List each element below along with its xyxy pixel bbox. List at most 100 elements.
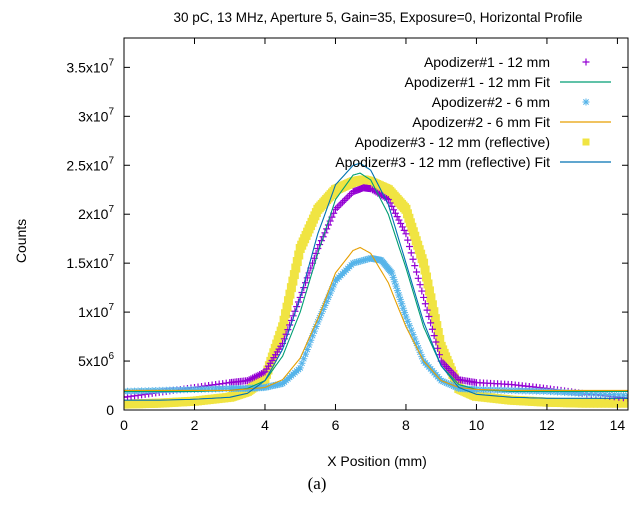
chart-title: 30 pC, 13 MHz, Aperture 5, Gain=35, Expo… (174, 10, 583, 25)
legend-label-apodizer-1-12-mm: Apodizer#1 - 12 mm (424, 54, 550, 70)
data-point-apodizer-2-6-mm (176, 386, 184, 394)
data-point-apodizer-1-12-mm (312, 249, 320, 257)
data-point-apodizer-2-6-mm (583, 390, 591, 398)
data-point-apodizer-2-6-mm (564, 389, 572, 397)
data-point-apodizer-3-12-mm-reflective (278, 322, 288, 332)
data-point-apodizer-2-6-mm (330, 281, 338, 289)
data-point-apodizer-3-12-mm-reflective (279, 315, 289, 325)
data-point-apodizer-1-12-mm (434, 344, 442, 352)
series-apodizer-3-12-mm-reflective (124, 175, 628, 409)
legend-label-apodizer-3-12-mm-reflective: Apodizer#3 - 12 mm (reflective) (355, 134, 550, 150)
series-line-apodizer-2-6-mm-fit (124, 246, 628, 391)
data-point-apodizer-3-12-mm-reflective (423, 279, 433, 289)
data-point-apodizer-1-12-mm (418, 287, 426, 295)
data-point-apodizer-1-12-mm (344, 193, 352, 201)
data-point-apodizer-1-12-mm (407, 249, 415, 257)
data-point-apodizer-2-6-mm (298, 359, 306, 367)
data-point-apodizer-3-12-mm-reflective (283, 296, 293, 306)
data-point-apodizer-2-6-mm (309, 332, 317, 340)
data-point-apodizer-2-6-mm (571, 389, 579, 397)
data-point-apodizer-3-12-mm-reflective (435, 334, 445, 344)
data-point-apodizer-2-6-mm (222, 385, 230, 393)
legend-label-apodizer-1-12-mm-fit: Apodizer#1 - 12 mm Fit (405, 74, 551, 90)
data-point-apodizer-2-6-mm (328, 285, 336, 293)
data-point-apodizer-3-12-mm-reflective (288, 276, 298, 286)
data-point-apodizer-1-12-mm (326, 217, 334, 225)
data-point-apodizer-2-6-mm (190, 385, 198, 393)
data-point-apodizer-2-6-mm (575, 389, 583, 397)
data-point-apodizer-2-6-mm (414, 344, 422, 352)
data-point-apodizer-2-6-mm (413, 339, 421, 347)
data-point-apodizer-1-12-mm (340, 197, 348, 205)
data-point-apodizer-2-6-mm (307, 336, 315, 344)
series-apodizer-1-12-mm-fit (124, 172, 628, 392)
data-point-apodizer-1-12-mm (405, 243, 413, 251)
y-tick-label: 3.5x107 (66, 57, 114, 75)
y-tick-label: 2x107 (78, 204, 114, 222)
x-tick-label: 10 (469, 417, 485, 433)
series-apodizer-2-6-mm-fit (124, 246, 628, 391)
data-point-apodizer-2-6-mm (180, 386, 188, 394)
data-point-apodizer-2-6-mm (300, 355, 308, 363)
data-point-apodizer-2-6-mm (396, 295, 404, 303)
data-point-apodizer-2-6-mm (219, 385, 227, 393)
data-point-apodizer-2-6-mm (393, 287, 401, 295)
legend-label-apodizer-2-6-mm: Apodizer#2 - 6 mm (432, 94, 550, 110)
data-point-apodizer-2-6-mm (592, 390, 600, 398)
data-point-apodizer-2-6-mm (404, 317, 412, 325)
data-point-apodizer-2-6-mm (610, 391, 618, 399)
data-point-apodizer-2-6-mm (312, 322, 320, 330)
data-point-apodizer-2-6-mm (619, 391, 627, 399)
data-point-apodizer-2-6-mm (601, 390, 609, 398)
data-point-apodizer-2-6-mm (450, 382, 458, 390)
series-line-apodizer-3-12-mm-reflective-fit (124, 162, 628, 401)
data-point-apodizer-1-12-mm (400, 226, 408, 234)
x-tick-label: 0 (120, 417, 128, 433)
data-point-apodizer-2-6-mm (405, 322, 413, 330)
data-point-apodizer-2-6-mm (316, 314, 324, 322)
data-point-apodizer-3-12-mm-reflective (426, 293, 436, 303)
data-point-apodizer-2-6-mm (411, 335, 419, 343)
y-tick-label: 5x106 (78, 351, 114, 369)
data-point-apodizer-1-12-mm (402, 230, 410, 238)
data-point-apodizer-2-6-mm (310, 327, 318, 335)
legend: Apodizer#1 - 12 mm Apodizer#1 - 12 mm Fit… (335, 54, 611, 170)
data-point-apodizer-2-6-mm (606, 391, 614, 399)
data-point-apodizer-2-6-mm (402, 313, 410, 321)
data-point-apodizer-2-6-mm (302, 350, 310, 358)
series-line-apodizer-1-12-mm-fit (124, 172, 628, 392)
data-point-apodizer-3-12-mm-reflective (432, 321, 442, 331)
data-point-apodizer-2-6-mm (453, 384, 461, 392)
data-point-apodizer-1-12-mm (432, 338, 440, 346)
y-axis-label: Counts (13, 219, 29, 263)
data-point-apodizer-1-12-mm (333, 204, 341, 212)
y-tick-label: 1x107 (78, 302, 114, 320)
legend-swatch-apodizer-2-6-mm (582, 98, 590, 106)
data-point-apodizer-1-12-mm (425, 313, 433, 321)
data-point-apodizer-1-12-mm (393, 213, 401, 221)
data-point-apodizer-3-12-mm-reflective (623, 398, 628, 408)
data-point-apodizer-3-12-mm-reflective (294, 250, 304, 260)
data-point-apodizer-3-12-mm-reflective (281, 309, 291, 319)
series-apodizer-2-6-mm (124, 254, 628, 399)
data-point-apodizer-1-12-mm (303, 274, 311, 282)
data-point-apodizer-1-12-mm (404, 236, 412, 244)
data-point-apodizer-3-12-mm-reflective (424, 286, 434, 296)
x-tick-label: 4 (261, 417, 269, 433)
data-point-apodizer-2-6-mm (578, 389, 586, 397)
data-point-apodizer-1-12-mm (414, 274, 422, 282)
data-point-apodizer-2-6-mm (208, 385, 216, 393)
legend-swatch-apodizer-1-12-mm (582, 58, 590, 66)
data-point-apodizer-2-6-mm (388, 269, 396, 277)
data-point-apodizer-1-12-mm (391, 209, 399, 217)
data-point-apodizer-2-6-mm (409, 331, 417, 339)
data-point-apodizer-3-12-mm-reflective (429, 307, 439, 317)
data-point-apodizer-1-12-mm (339, 198, 347, 206)
data-point-apodizer-2-6-mm (391, 278, 399, 286)
data-point-apodizer-2-6-mm (561, 388, 569, 396)
x-tick-label: 12 (539, 417, 555, 433)
data-point-apodizer-2-6-mm (587, 390, 595, 398)
data-point-apodizer-3-12-mm-reflective (282, 302, 292, 312)
data-point-apodizer-1-12-mm (420, 293, 428, 301)
data-point-apodizer-1-12-mm (397, 220, 405, 228)
